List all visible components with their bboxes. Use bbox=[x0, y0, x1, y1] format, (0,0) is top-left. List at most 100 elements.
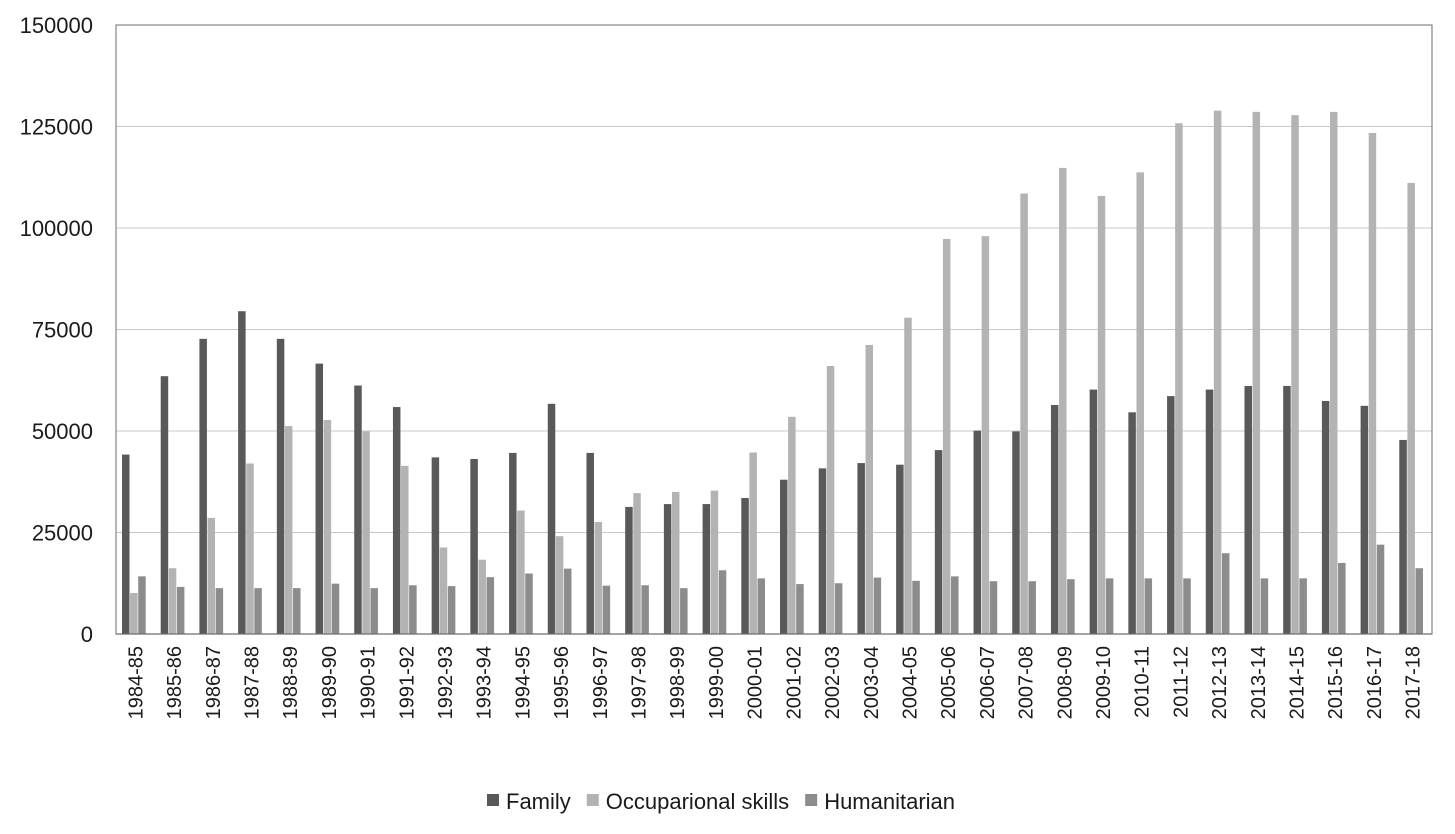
bar-family-2015-16 bbox=[1321, 400, 1330, 634]
bar-occuparional-skills-2005-06 bbox=[942, 238, 951, 634]
bar-occuparional-skills-1995-96 bbox=[555, 536, 564, 634]
bar-humanitarian-2017-18 bbox=[1415, 568, 1423, 634]
bar-family-1989-90 bbox=[315, 363, 324, 634]
bar-humanitarian-2003-04 bbox=[873, 577, 882, 634]
bar-family-2001-02 bbox=[780, 479, 788, 634]
bar-occuparional-skills-1991-92 bbox=[401, 465, 409, 634]
bar-humanitarian-1993-94 bbox=[486, 577, 495, 634]
bar-humanitarian-2011-12 bbox=[1183, 578, 1191, 634]
bar-humanitarian-2009-10 bbox=[1105, 578, 1114, 634]
bar-occuparional-skills-1988-89 bbox=[284, 426, 293, 634]
x-tick-label: 1998-99 bbox=[667, 646, 689, 719]
bar-occuparional-skills-1984-85 bbox=[130, 592, 138, 634]
x-tick-label: 2014-15 bbox=[1287, 646, 1309, 719]
y-tick-label: 25000 bbox=[32, 521, 93, 546]
bar-family-1988-89 bbox=[276, 338, 285, 634]
bar-humanitarian-2015-16 bbox=[1338, 562, 1346, 634]
y-tick-label: 150000 bbox=[20, 13, 93, 38]
bar-occuparional-skills-2004-05 bbox=[904, 317, 912, 634]
x-tick-label: 2000-01 bbox=[745, 646, 767, 719]
bar-occuparional-skills-2008-09 bbox=[1059, 167, 1067, 635]
bar-family-2014-15 bbox=[1283, 385, 1291, 634]
legend-swatch-humanitarian bbox=[805, 794, 818, 806]
bar-family-1985-86 bbox=[160, 376, 169, 634]
bar-humanitarian-1985-86 bbox=[176, 586, 185, 634]
bar-humanitarian-1990-91 bbox=[370, 588, 378, 634]
bar-family-1997-98 bbox=[625, 506, 633, 634]
x-tick-label: 2008-09 bbox=[1054, 646, 1076, 719]
bar-humanitarian-1998-99 bbox=[680, 588, 688, 634]
bar-family-1987-88 bbox=[238, 311, 246, 634]
x-tick-label: 1997-98 bbox=[629, 646, 651, 719]
bar-family-2012-13 bbox=[1205, 389, 1214, 634]
bar-humanitarian-2008-09 bbox=[1067, 579, 1075, 634]
x-tick-label: 2009-10 bbox=[1093, 646, 1115, 719]
bar-humanitarian-2004-05 bbox=[912, 580, 920, 634]
bar-family-2006-07 bbox=[973, 430, 982, 634]
bar-family-2017-18 bbox=[1399, 439, 1407, 634]
bar-family-2013-14 bbox=[1244, 385, 1252, 634]
x-tick-labels: 1984-85 1985-86 1986-87 1987-88 1988-89 1989-… bbox=[125, 646, 1424, 719]
bar-occuparional-skills-2003-04 bbox=[865, 344, 874, 634]
y-tick-label: 50000 bbox=[32, 419, 93, 444]
legend-swatch-occuparional-skills bbox=[586, 794, 599, 806]
x-tick-label: 2010-11 bbox=[1132, 646, 1154, 718]
bar-humanitarian-2002-03 bbox=[834, 583, 843, 634]
bar-family-1992-93 bbox=[431, 457, 440, 634]
bar-family-2008-09 bbox=[1050, 405, 1059, 634]
x-tick-label: 1994-95 bbox=[512, 646, 534, 719]
legend: Family Occuparional skills Humanitarian bbox=[487, 789, 955, 814]
bar-family-2004-05 bbox=[896, 464, 904, 634]
x-tick-label: 1993-94 bbox=[474, 646, 496, 719]
bar-occuparional-skills-2011-12 bbox=[1175, 123, 1183, 634]
bar-occuparional-skills-1997-98 bbox=[633, 493, 641, 634]
bar-family-2010-11 bbox=[1128, 412, 1136, 634]
bar-family-2009-10 bbox=[1089, 389, 1098, 634]
x-tick-label: 2015-16 bbox=[1325, 646, 1347, 719]
bar-humanitarian-2000-01 bbox=[757, 578, 765, 634]
bar-humanitarian-1999-00 bbox=[718, 570, 727, 634]
x-tick-label: 1999-00 bbox=[706, 646, 728, 719]
bar-family-1995-96 bbox=[547, 403, 556, 634]
bar-humanitarian-2007-08 bbox=[1028, 581, 1036, 634]
x-tick-label: 2006-07 bbox=[977, 646, 999, 719]
bar-occuparional-skills-1999-00 bbox=[710, 490, 719, 634]
bars bbox=[122, 110, 1423, 635]
bar-humanitarian-1991-92 bbox=[409, 585, 417, 634]
x-tick-label: 2001-02 bbox=[783, 646, 805, 719]
y-tick-label: 100000 bbox=[20, 216, 93, 241]
bar-occuparional-skills-2002-03 bbox=[826, 366, 835, 634]
bar-humanitarian-1988-89 bbox=[293, 588, 301, 634]
bar-occuparional-skills-1998-99 bbox=[671, 491, 680, 634]
bar-family-2002-03 bbox=[818, 468, 827, 634]
bar-occuparional-skills-2009-10 bbox=[1097, 195, 1106, 634]
bar-occuparional-skills-2016-17 bbox=[1368, 132, 1377, 634]
x-tick-label: 2013-14 bbox=[1248, 646, 1270, 719]
legend-label: Family bbox=[506, 789, 571, 814]
bar-humanitarian-1994-95 bbox=[525, 573, 533, 634]
bar-humanitarian-2012-13 bbox=[1221, 553, 1230, 634]
x-tick-label: 1988-89 bbox=[280, 646, 302, 719]
bar-occuparional-skills-2015-16 bbox=[1329, 111, 1338, 634]
axes bbox=[115, 24, 1433, 635]
x-tick-label: 1995-96 bbox=[551, 646, 573, 719]
x-tick-label: 2007-08 bbox=[1016, 646, 1038, 719]
bar-humanitarian-2016-17 bbox=[1376, 544, 1385, 634]
bar-family-1990-91 bbox=[354, 385, 362, 634]
bar-occuparional-skills-2006-07 bbox=[981, 236, 990, 634]
bar-occuparional-skills-2012-13 bbox=[1213, 110, 1222, 634]
bar-humanitarian-2001-02 bbox=[796, 584, 804, 634]
x-tick-label: 1990-91 bbox=[358, 646, 380, 719]
bar-occuparional-skills-1996-97 bbox=[594, 521, 603, 634]
y-tick-label: 125000 bbox=[20, 115, 93, 140]
bar-humanitarian-1997-98 bbox=[641, 585, 649, 634]
bar-family-2011-12 bbox=[1167, 396, 1175, 634]
bar-family-2016-17 bbox=[1360, 405, 1369, 634]
bar-occuparional-skills-1987-88 bbox=[246, 463, 254, 634]
bar-occuparional-skills-1990-91 bbox=[362, 431, 370, 634]
bar-family-1984-85 bbox=[122, 454, 130, 634]
bar-family-2000-01 bbox=[741, 497, 749, 634]
bar-humanitarian-1989-90 bbox=[331, 583, 340, 634]
